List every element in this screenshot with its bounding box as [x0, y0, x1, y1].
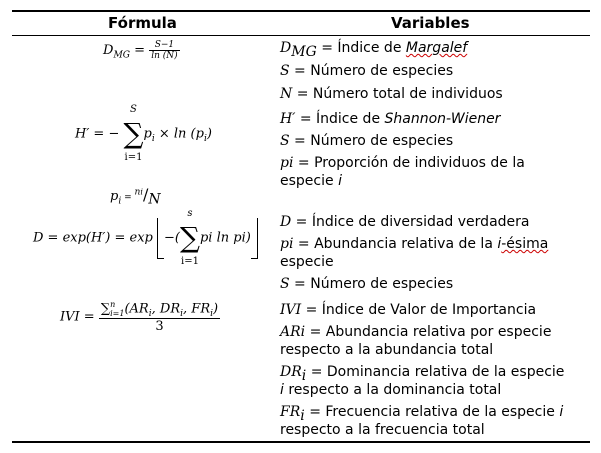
var-n: N = Número total de individuos — [280, 86, 503, 102]
bottom-rule — [12, 441, 590, 443]
left-bracket — [157, 217, 165, 259]
var-dri: DRi = Dominancia relativa de la especie i… — [280, 364, 565, 398]
right-bracket — [250, 217, 258, 259]
formula-shannon: H′ = − S ∑ i=1 pi × ln (pi) — [75, 104, 212, 163]
var-pi: pi = Proporción de individuos de la espec… — [280, 155, 525, 189]
var-fri: FRi = Frecuencia relativa de la especie … — [280, 404, 564, 438]
top-rule — [12, 10, 590, 12]
sigma-icon: ∑ — [179, 221, 200, 254]
var-pi-abundance: pi = Abundancia relativa de la i-ésima es… — [280, 236, 549, 270]
sigma-icon: ∑ — [123, 117, 144, 150]
var-s: S = Número de especies — [280, 63, 454, 79]
var-ari: ARi = Abundancia relativa por especie res… — [280, 324, 552, 358]
var-dmg: DMG = Índice de Margalef — [280, 40, 468, 60]
var-s: S = Número de especies — [280, 276, 454, 292]
var-ivi: IVI = Índice de Valor de Importancia — [280, 302, 537, 318]
var-h: H′ = Índice de Shannon-Wiener — [280, 111, 501, 127]
header-formula: Fórmula — [108, 14, 177, 32]
header-rule — [12, 35, 590, 36]
formula-ivi: IVI = ∑ n i=1 (ARi, DRi, FRi) 3 — [60, 300, 221, 334]
header-variables: Variables — [391, 14, 470, 32]
formula-margalef: DMG = S−1 ln (N) — [103, 40, 180, 61]
formula-proportion: pi = ni/N — [110, 185, 161, 208]
var-s: S = Número de especies — [280, 133, 454, 149]
formula-true-diversity: D = exp(H′) = exp −(s ∑ i=1 pi ln pi) — [33, 208, 258, 268]
var-d: D = Índice de diversidad verdadera — [280, 214, 530, 230]
